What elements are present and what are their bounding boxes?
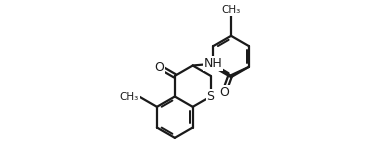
- Text: O: O: [219, 86, 229, 99]
- Text: CH₃: CH₃: [222, 5, 241, 15]
- Text: O: O: [155, 61, 165, 74]
- Text: NH: NH: [204, 57, 223, 70]
- Text: S: S: [207, 90, 215, 103]
- Text: CH₃: CH₃: [120, 91, 139, 101]
